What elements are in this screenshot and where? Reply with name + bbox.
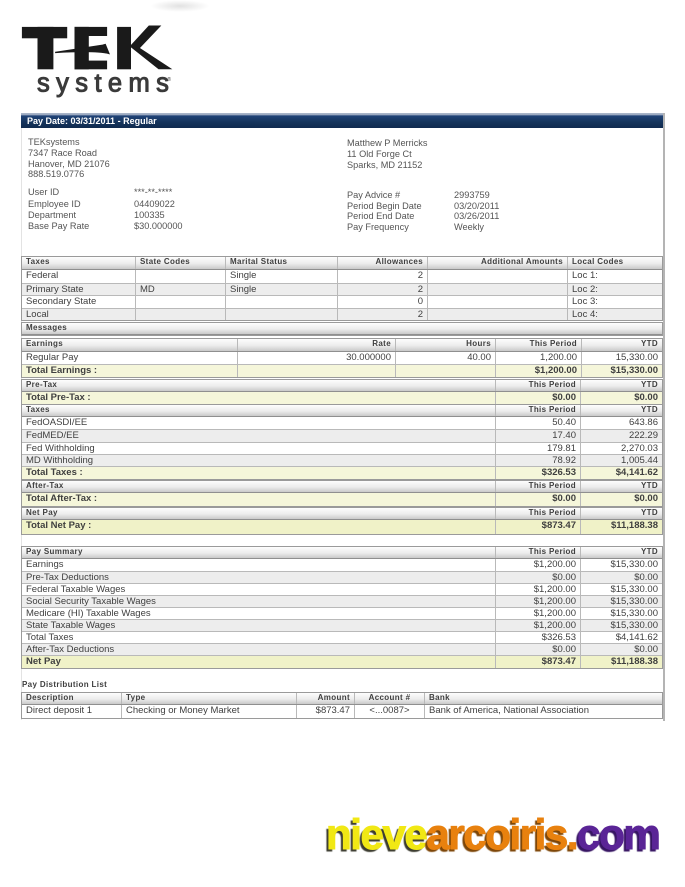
svg-text:systems: systems <box>37 70 175 98</box>
svg-text:®: ® <box>167 76 171 83</box>
